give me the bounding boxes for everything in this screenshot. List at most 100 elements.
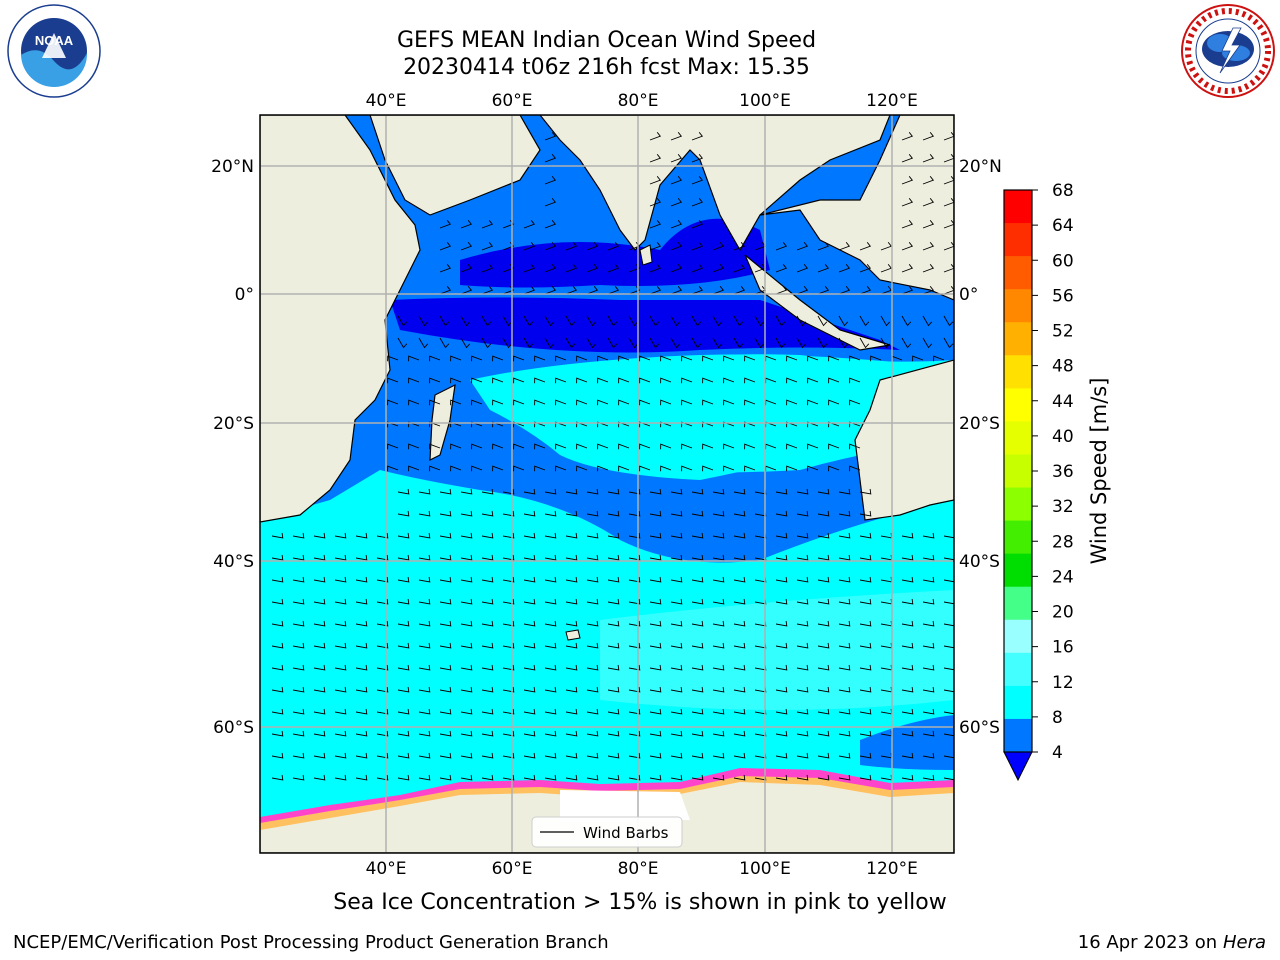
wind-barb (565, 774, 578, 781)
wind-barb (670, 774, 683, 781)
wind-barb (439, 598, 452, 605)
wind-barb (607, 774, 620, 781)
wind-barb (460, 686, 473, 693)
wind-barb (544, 315, 555, 327)
wind-barb (670, 242, 683, 251)
wind-barb (628, 730, 641, 737)
wind-barb (807, 355, 819, 362)
wind-barb (565, 264, 578, 273)
wind-barb (471, 377, 483, 384)
wind-barb (817, 708, 830, 715)
wind-barb (439, 510, 452, 517)
wind-barb (859, 510, 872, 517)
wind-barb (817, 664, 830, 671)
wind-barb (849, 377, 861, 384)
wind-barb (828, 421, 840, 428)
colorbar-band (1004, 619, 1032, 654)
wind-barb (313, 554, 326, 561)
wind-barb (576, 355, 588, 362)
wind-barb (628, 752, 641, 759)
wind-barb (922, 132, 935, 141)
wind-barb (271, 554, 284, 561)
wind-barb (607, 708, 620, 715)
wind-barb (334, 730, 347, 737)
wind-barb (775, 620, 788, 627)
wind-barb (838, 774, 851, 781)
wind-barb (702, 355, 714, 362)
wind-barb (838, 730, 851, 737)
wind-barb (817, 532, 830, 539)
wind-barb (376, 752, 389, 759)
wind-barb (544, 154, 557, 163)
wind-barb (817, 242, 830, 251)
wind-barb (429, 421, 441, 428)
wind-barb (691, 730, 704, 737)
wind-barb (817, 315, 828, 327)
wind-barb (649, 664, 662, 671)
wind-barb (681, 465, 693, 472)
wind-barb (502, 642, 515, 649)
wind-barb (555, 377, 567, 384)
wind-barb (586, 620, 599, 627)
wind-barb (943, 599, 954, 605)
wind-barb (586, 730, 599, 737)
wind-barb (691, 488, 704, 495)
wind-barb (901, 642, 914, 649)
trade-wind-belt (470, 354, 950, 480)
wind-barb (691, 286, 704, 295)
wind-barb (565, 708, 578, 715)
arabia-landmass (369, 115, 541, 216)
wind-barb (922, 198, 935, 207)
wind-barb (271, 774, 284, 781)
wind-barb (922, 774, 935, 781)
wind-barb (502, 664, 515, 671)
wind-barb (460, 664, 473, 671)
wind-barb (313, 686, 326, 693)
lat-label-left: 0° (235, 285, 254, 305)
wind-barb (670, 220, 683, 229)
wind-barb (922, 664, 935, 671)
wind-barb (649, 576, 662, 583)
wind-barb (618, 355, 630, 362)
wind-barb (933, 355, 945, 362)
wind-barb (523, 532, 536, 539)
longitude-labels-top: 40°E 60°E 80°E 100°E 120°E (366, 91, 918, 111)
wind-barb (838, 286, 851, 295)
colorbar-band (1004, 289, 1032, 323)
wind-barb (681, 421, 693, 428)
wind-barb (733, 242, 746, 251)
wind-barb (786, 421, 798, 428)
wind-barb (502, 730, 515, 737)
wind-barb (565, 337, 576, 349)
wind-barb (334, 532, 347, 539)
wind-barb (292, 664, 305, 671)
wind-barb (418, 554, 431, 561)
wind-barb (534, 399, 546, 406)
wind-barb (544, 642, 557, 649)
wind-barb (544, 176, 557, 185)
wind-barb (576, 421, 588, 428)
wind-barb (450, 443, 462, 450)
wind-barb (639, 377, 651, 384)
wind-barb (712, 286, 725, 295)
wind-barb (901, 774, 914, 781)
wind-barb (901, 154, 914, 163)
wind-barb (796, 510, 809, 517)
wind-barb (733, 730, 746, 737)
wind-barb (838, 315, 849, 327)
wind-barb (807, 399, 819, 406)
wind-barb (408, 399, 420, 406)
wind-barb (481, 554, 494, 561)
wind-barb (607, 620, 620, 627)
wind-barb (460, 642, 473, 649)
wind-barb (597, 377, 609, 384)
wind-barb (775, 286, 788, 295)
wind-barb (859, 620, 872, 627)
wind-barb (691, 598, 704, 605)
wind-barb (796, 752, 809, 759)
wind-barb (607, 532, 620, 539)
wind-barb (418, 664, 431, 671)
wind-barb (628, 664, 641, 671)
wind-barb (313, 620, 326, 627)
wind-barb (565, 286, 578, 295)
